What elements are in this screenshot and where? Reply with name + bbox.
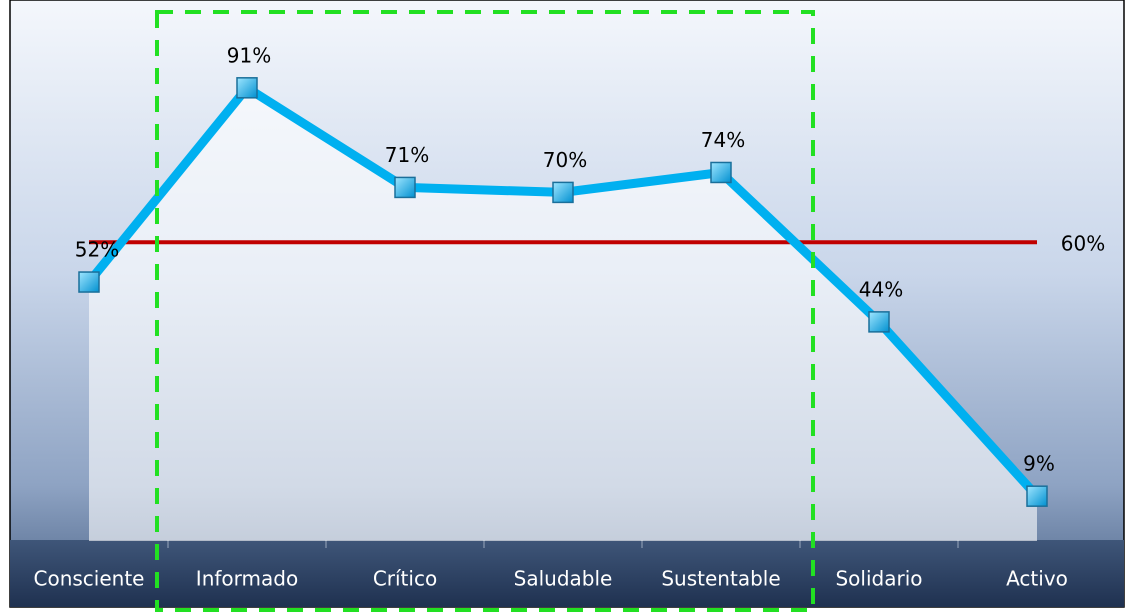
- marker: [394, 176, 416, 199]
- marker: [552, 181, 574, 204]
- data-label: 52%: [75, 238, 119, 262]
- highlight-box: [155, 10, 815, 612]
- x-tick-label: Activo: [1006, 567, 1068, 591]
- x-tick-label: Informado: [196, 567, 298, 591]
- marker: [78, 271, 100, 293]
- x-tick-label: Solidario: [835, 567, 922, 591]
- x-tick-label: Sustentable: [661, 567, 780, 591]
- data-label: 91%: [227, 43, 271, 67]
- data-label: 44%: [859, 277, 903, 301]
- data-label: 70%: [543, 148, 587, 172]
- data-label: 9%: [1023, 452, 1055, 476]
- category-axis-band: [10, 540, 1124, 607]
- marker: [1026, 485, 1048, 507]
- marker: [236, 77, 258, 99]
- marker: [710, 161, 732, 184]
- data-label: 71%: [385, 143, 429, 167]
- area: [89, 87, 1037, 541]
- marker: [868, 311, 890, 333]
- x-tick-label: Crítico: [373, 567, 437, 591]
- reference-label: 60%: [1061, 232, 1105, 256]
- x-tick-label: Consciente: [34, 567, 145, 591]
- data-label: 74%: [701, 128, 745, 152]
- x-tick-label: Saludable: [514, 567, 613, 591]
